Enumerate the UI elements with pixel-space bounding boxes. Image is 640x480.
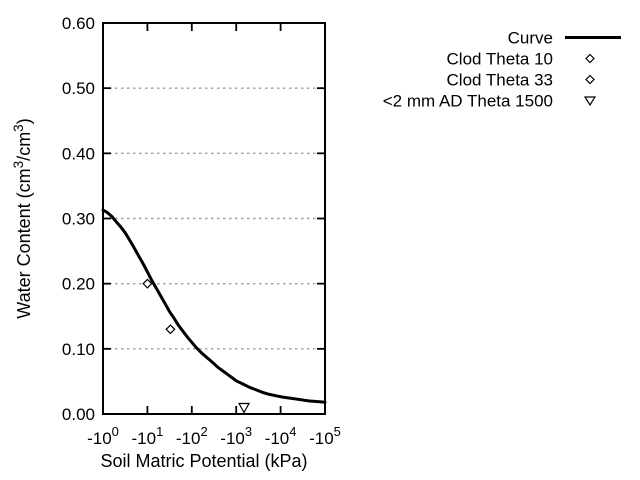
- y-axis-label: Water Content (cm3/cm3): [11, 118, 34, 318]
- x-axis-label: Soil Matric Potential (kPa): [100, 451, 307, 471]
- curve-line: [101, 208, 327, 404]
- y-tick-label: 0.20: [62, 275, 95, 294]
- y-tick-label: 0.00: [62, 405, 95, 424]
- legend-marker-diamond-icon: [585, 74, 595, 85]
- x-tick-label: -102: [176, 424, 208, 448]
- legend-label-2-mm-ad-theta-1500: <2 mm AD Theta 1500: [383, 92, 553, 111]
- y-tick-label: 0.30: [62, 210, 95, 229]
- y-tick-label: 0.50: [62, 79, 95, 98]
- data-point-clod-theta-33: [165, 324, 176, 335]
- legend-marker-diamond-icon: [585, 53, 595, 64]
- legend-label-curve: Curve: [508, 29, 553, 48]
- y-tick-label: 0.10: [62, 340, 95, 359]
- legend-label-clod-theta-33: Clod Theta 33: [447, 71, 553, 90]
- y-tick-label: 0.60: [62, 14, 95, 33]
- data-point-2-mm-ad-theta-1500: [237, 402, 251, 414]
- y-tick-label: 0.40: [62, 144, 95, 163]
- legend-marker-triangle-down-icon: [583, 96, 597, 107]
- data-point-clod-theta-10: [142, 278, 153, 289]
- x-tick-label: -100: [87, 424, 119, 448]
- legend-label-clod-theta-10: Clod Theta 10: [447, 50, 553, 69]
- x-tick-label: -104: [265, 424, 297, 448]
- x-tick-label: -103: [220, 424, 252, 448]
- x-tick-label: -105: [309, 424, 341, 448]
- x-tick-label: -101: [131, 424, 163, 448]
- legend: Curve Clod Theta 10 Clod Theta 33 <2 mm AD …: [383, 29, 621, 111]
